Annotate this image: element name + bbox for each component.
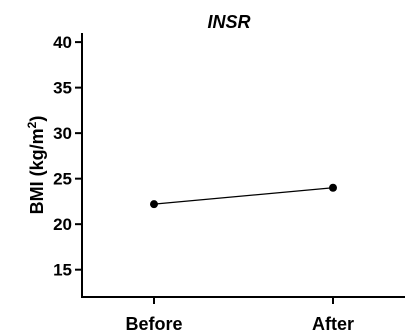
y-tick-label: 15 <box>53 261 72 280</box>
data-point-after <box>329 183 337 192</box>
y-axis-label-main: BMI (kg/m <box>27 128 47 214</box>
y-axis-label: BMI (kg/m2) <box>25 116 47 215</box>
y-ticks: 15 20 25 30 35 40 <box>53 33 82 280</box>
y-tick-label: 40 <box>53 33 72 52</box>
y-axis-label-superscript: 2 <box>25 121 39 128</box>
y-axis-label-close: ) <box>27 116 47 122</box>
y-tick-label: 25 <box>53 170 72 189</box>
x-tick-label-after: After <box>312 314 354 334</box>
series-line <box>153 187 334 205</box>
series-group <box>150 183 337 209</box>
y-tick-label: 30 <box>53 124 72 143</box>
x-tick-label-before: Before <box>125 314 182 334</box>
y-tick-label: 35 <box>53 79 72 98</box>
x-ticks: Before After <box>125 297 354 334</box>
chart-title: INSR <box>207 12 250 32</box>
data-point-before <box>150 200 158 209</box>
y-tick-label: 20 <box>53 215 72 234</box>
